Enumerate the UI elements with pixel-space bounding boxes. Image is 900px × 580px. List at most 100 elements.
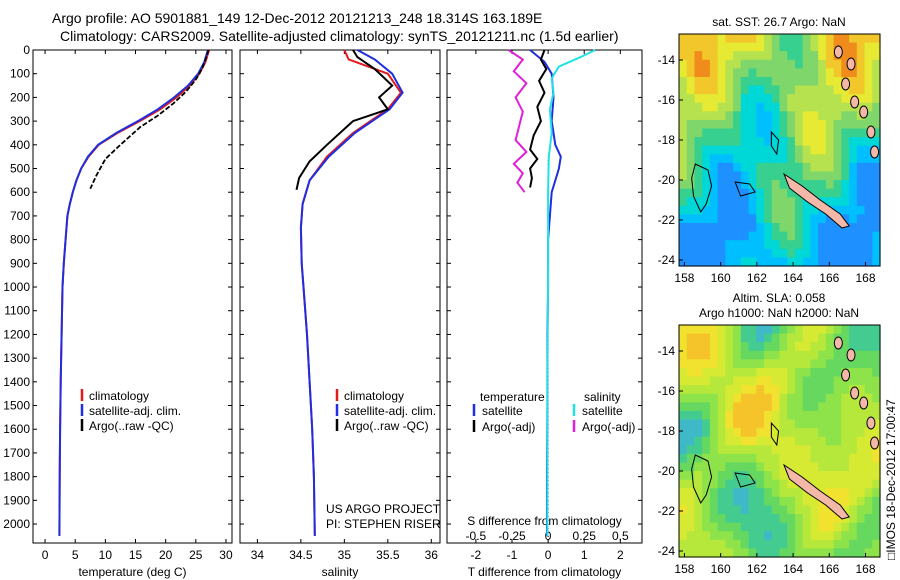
map-cell [856, 34, 866, 44]
map-cell [818, 514, 827, 524]
map-cell [872, 171, 881, 181]
map-cell [818, 505, 827, 515]
map-cell [764, 240, 773, 250]
map-cell [702, 367, 711, 378]
map-cell [733, 162, 742, 173]
map-cell [740, 393, 750, 403]
map-cell [709, 350, 719, 360]
map-cell [787, 248, 796, 259]
map-cell [872, 34, 881, 44]
map-cell [771, 240, 781, 250]
map-x-tick-label: 164 [783, 562, 803, 576]
map-cell [694, 393, 703, 403]
map-cell [694, 342, 703, 352]
map-cell [679, 240, 688, 250]
map-cell [686, 197, 696, 207]
map-cell [849, 197, 858, 207]
map-cell [702, 188, 711, 198]
map-cell [756, 505, 765, 515]
map-cell [787, 223, 796, 233]
map-cell [709, 410, 719, 421]
map-cell [725, 359, 734, 369]
map-cell [856, 257, 866, 267]
map-cell [864, 102, 873, 112]
map-cell [825, 188, 835, 198]
map-cell [756, 522, 765, 532]
map-cell [841, 145, 850, 155]
map-cell [856, 350, 866, 360]
map-y-tick-label: -20 [658, 464, 676, 478]
map-cell [856, 137, 866, 147]
land-vanuatu-island [859, 396, 869, 410]
map-cell [771, 214, 781, 224]
map-x-tick-label: 158 [674, 562, 694, 576]
map-cell [872, 231, 881, 241]
map-cell [856, 462, 866, 472]
map-cell [694, 333, 703, 343]
map-cell [679, 94, 688, 104]
map-cell [794, 325, 804, 335]
map-cell [748, 428, 757, 438]
map-cell [872, 471, 881, 481]
map-cell [771, 42, 781, 52]
land-vanuatu-island [870, 436, 880, 450]
map-cell [709, 402, 719, 412]
map-cell [794, 171, 804, 181]
map-cell [802, 522, 812, 532]
map-cell [733, 145, 742, 155]
land-vanuatu-island [833, 336, 843, 350]
map-cell [725, 102, 734, 112]
map-cell [841, 102, 850, 112]
map-cell [818, 76, 827, 87]
map-cell [872, 180, 881, 190]
map-cell [740, 42, 750, 52]
map-cell [810, 402, 819, 412]
map-cell [872, 505, 881, 515]
map-cell [686, 376, 696, 386]
map-cell [709, 462, 719, 472]
map-cell [841, 34, 850, 44]
map-cell [740, 94, 750, 104]
map-cell [764, 539, 773, 550]
map-cell [694, 59, 703, 69]
map-cell [872, 76, 881, 87]
map-cell [779, 325, 788, 335]
map-cell [794, 162, 804, 173]
map-cell [825, 342, 835, 352]
map-cell [748, 479, 757, 489]
map-cell [709, 428, 719, 438]
map-cell [771, 539, 781, 550]
map-cell [872, 462, 881, 472]
map-cell [864, 59, 873, 69]
map-cell [756, 462, 765, 472]
map-cell [794, 128, 804, 138]
map-cell [856, 333, 866, 343]
map-cell [787, 111, 796, 121]
map-cell [825, 359, 835, 369]
map-cell [779, 385, 788, 395]
map-cell [694, 376, 703, 386]
map-cell [725, 410, 734, 421]
map-cell [849, 453, 858, 464]
map-cell [748, 68, 757, 78]
map-cell [733, 436, 742, 446]
map-cell [810, 51, 819, 61]
map-cell [849, 145, 858, 155]
x-tick-label: 5 [72, 548, 79, 562]
map-cell [702, 350, 711, 360]
map-cell [748, 85, 757, 95]
map-cell [849, 479, 858, 489]
map-cell [864, 462, 873, 472]
map-cell [740, 76, 750, 87]
land-vanuatu-island [841, 77, 851, 91]
map-cell [872, 445, 881, 455]
map-cell [717, 180, 726, 190]
map-cell [872, 453, 881, 464]
map-cell [733, 376, 742, 386]
map-cell [686, 428, 696, 438]
map-cell [679, 539, 688, 550]
map-cell [717, 205, 726, 216]
map-cell [764, 522, 773, 532]
map-cell [825, 419, 835, 429]
secondary-x-axis-label: S difference from climatology [467, 514, 622, 528]
